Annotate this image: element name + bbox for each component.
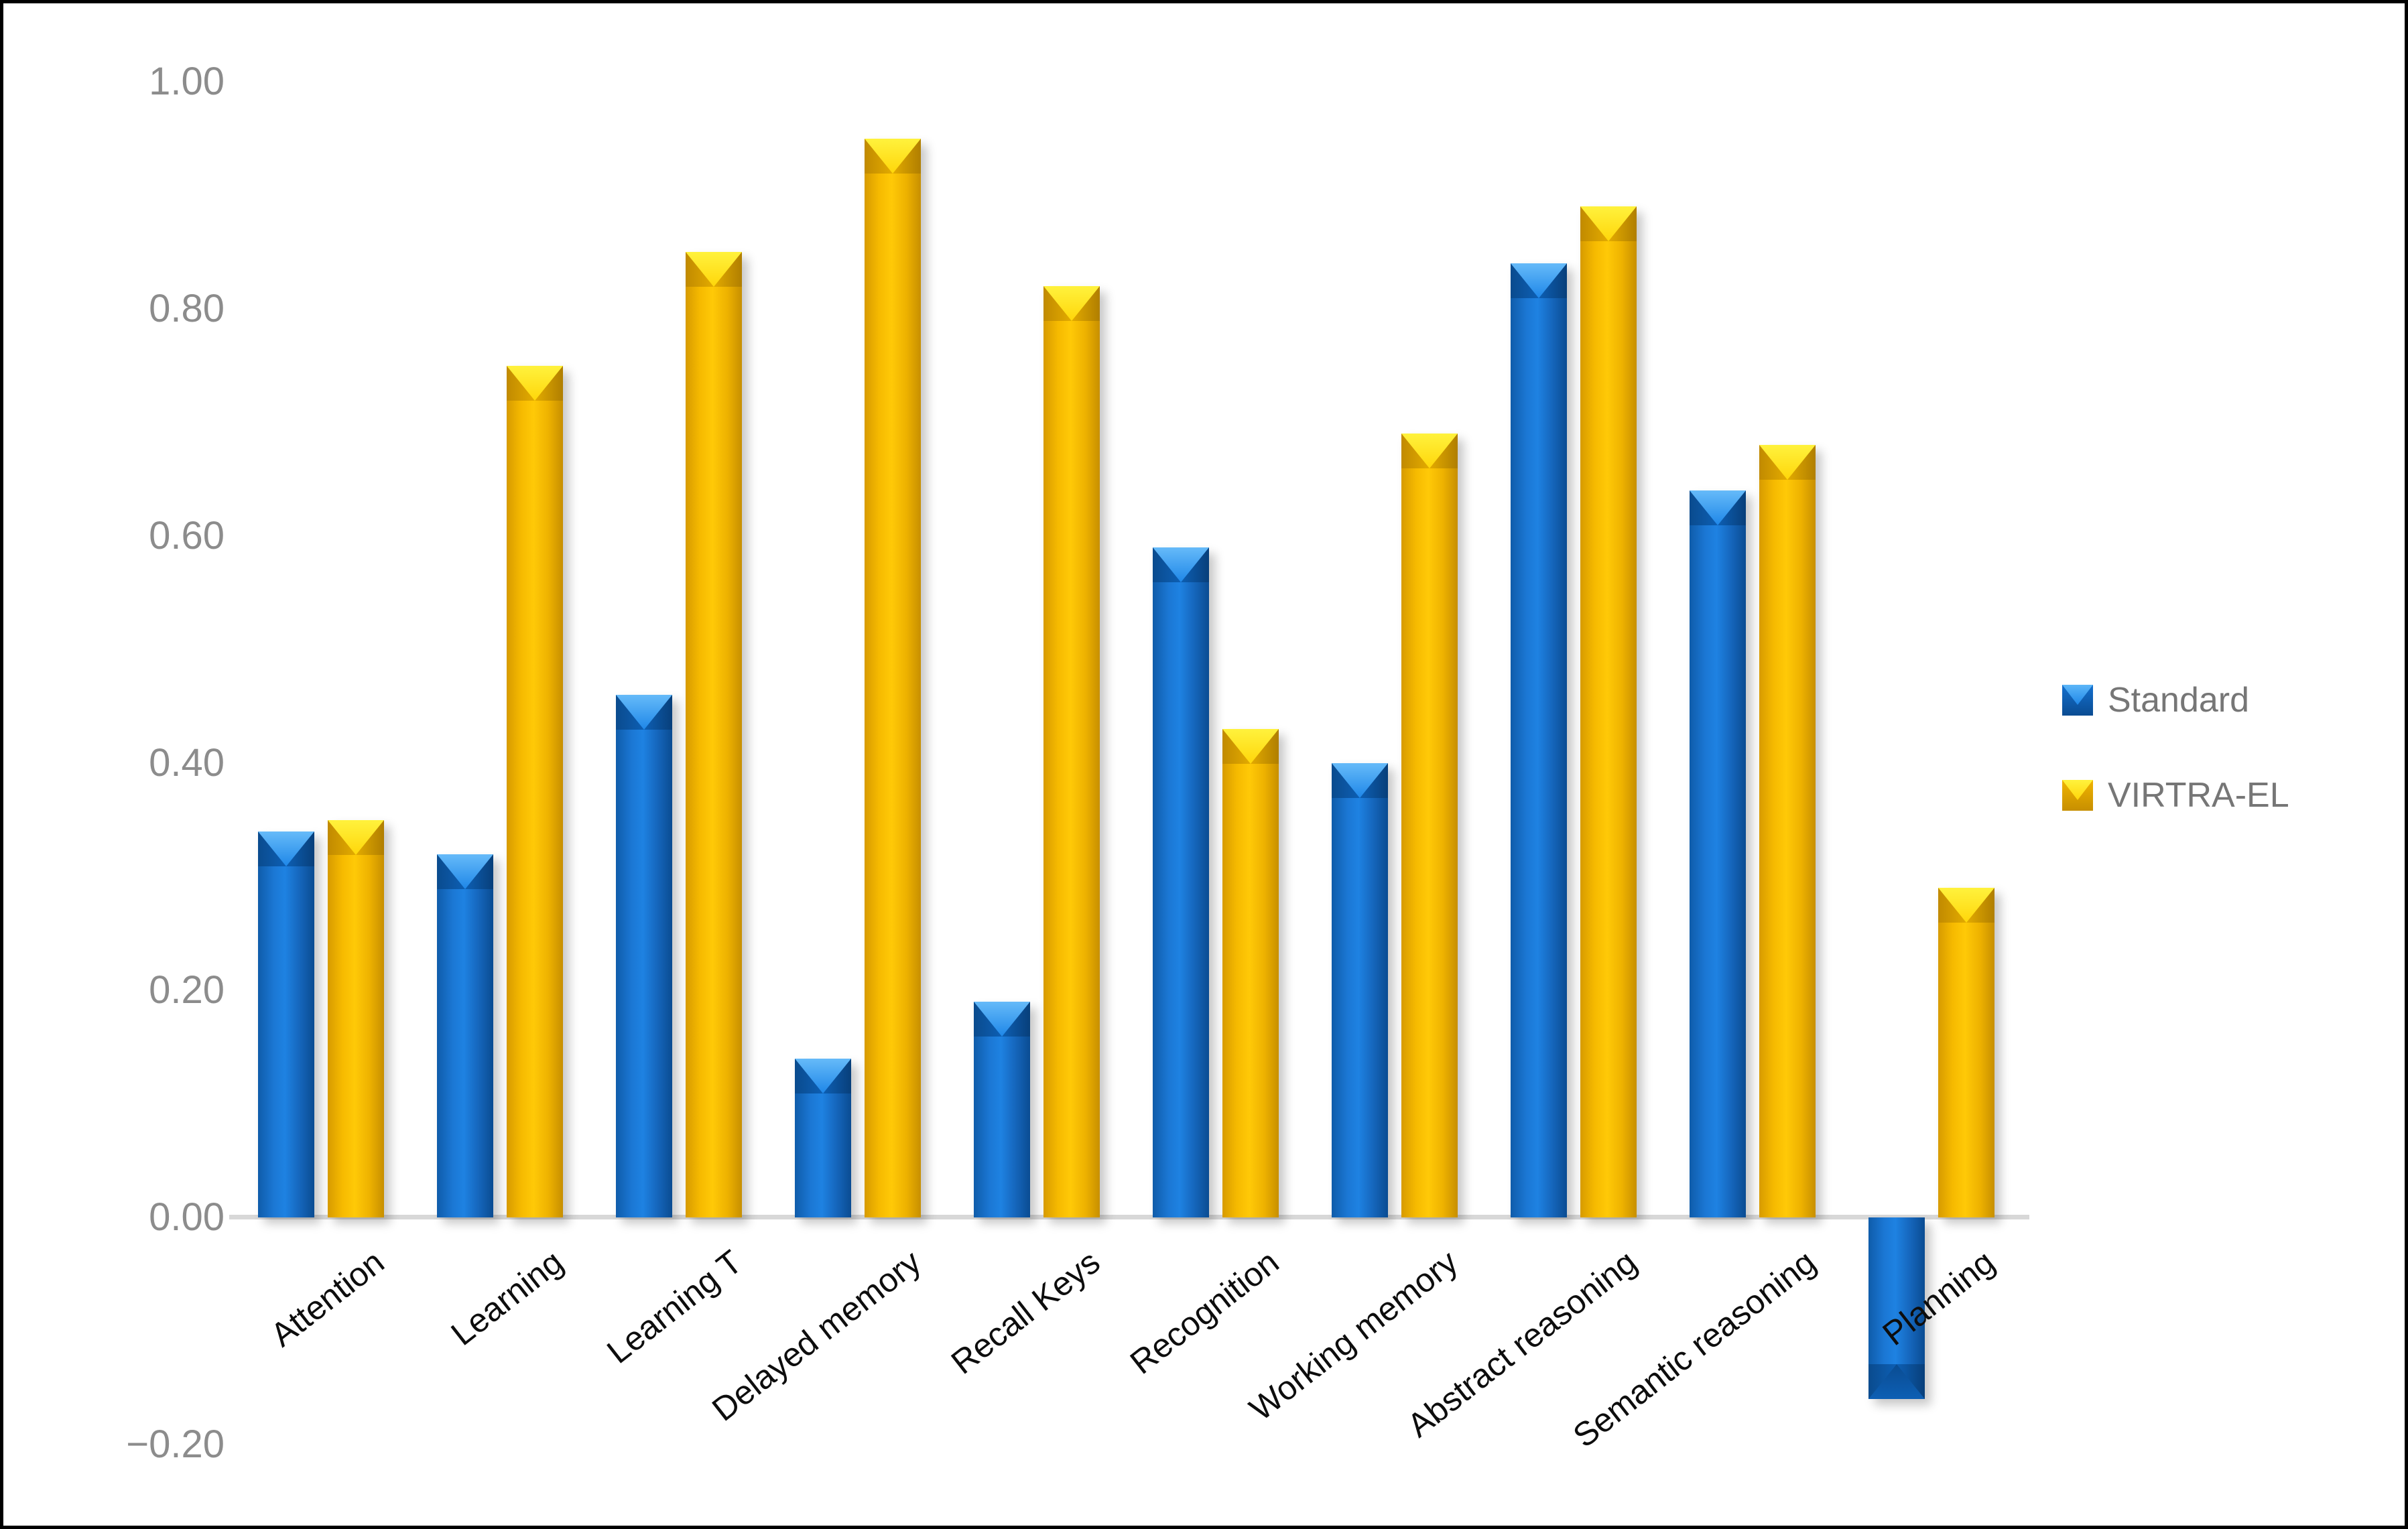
bar-standard-attention [258, 832, 314, 1217]
virtra-el-series-swatch-icon [2062, 780, 2093, 811]
y-axis-tick-0: 0.00 [149, 1195, 225, 1239]
x-axis-label-planning: Planning [1875, 1243, 2002, 1353]
x-axis-baseline [229, 1215, 2029, 1219]
bar-standard-working-memory [1332, 763, 1388, 1217]
bar-virtra-el-recognition [1222, 729, 1279, 1217]
bar-standard-recall-keys [974, 1002, 1030, 1217]
plot-area: Attention Learning Learning T Delayed memor… [3, 3, 2405, 1526]
y-axis-tick-neg0p2: −0.20 [126, 1422, 225, 1466]
bar-standard-delayed-memory [795, 1059, 851, 1217]
x-axis-label-learning: Learning [444, 1243, 570, 1353]
bar-virtra-el-abstract-reasoning [1580, 206, 1637, 1217]
legend-label-standard: Standard [2108, 681, 2250, 720]
x-axis-label-working-memory: Working memory [1242, 1243, 1465, 1428]
bar-standard-planning [1868, 1217, 1925, 1399]
y-axis-tick-1: 1.00 [149, 60, 225, 103]
legend-label-virtra-el: VIRTRA-EL [2108, 776, 2289, 815]
bar-virtra-el-planning [1938, 888, 1994, 1217]
bar-standard-abstract-reasoning [1511, 263, 1567, 1217]
bar-standard-semantic-reasoning [1690, 490, 1746, 1217]
y-axis-tick-0p8: 0.80 [149, 287, 225, 330]
legend: Standard VIRTRA-EL [2062, 680, 2384, 870]
x-axis-label-recall-keys: Recall Keys [944, 1243, 1107, 1382]
bar-standard-learning [437, 854, 493, 1217]
y-axis-tick-0p6: 0.60 [149, 514, 225, 557]
y-axis-tick-0p2: 0.20 [149, 968, 225, 1012]
bar-virtra-el-recall-keys [1043, 286, 1100, 1217]
bar-virtra-el-working-memory [1401, 434, 1458, 1217]
y-axis-tick-0p4: 0.40 [149, 741, 225, 785]
x-axis-label-learning-t: Learning T [600, 1243, 749, 1371]
bar-virtra-el-delayed-memory [865, 139, 921, 1217]
bar-virtra-el-attention [328, 820, 384, 1217]
legend-item-standard: Standard [2062, 680, 2384, 720]
x-axis-label-recognition: Recognition [1123, 1243, 1286, 1382]
x-axis-label-abstract-reasoning: Abstract reasoning [1400, 1243, 1644, 1445]
standard-series-swatch-icon [2062, 685, 2093, 716]
bar-virtra-el-learning [507, 366, 563, 1217]
bar-virtra-el-learning-t [686, 252, 742, 1217]
x-axis-label-delayed-memory: Delayed memory [705, 1243, 928, 1428]
bar-virtra-el-semantic-reasoning [1759, 445, 1816, 1217]
bar-standard-recognition [1153, 547, 1209, 1217]
x-axis-label-semantic-reasoning: Semantic reasoning [1566, 1243, 1823, 1455]
bar-standard-learning-t [616, 695, 672, 1217]
legend-item-virtra-el: VIRTRA-EL [2062, 775, 2384, 815]
